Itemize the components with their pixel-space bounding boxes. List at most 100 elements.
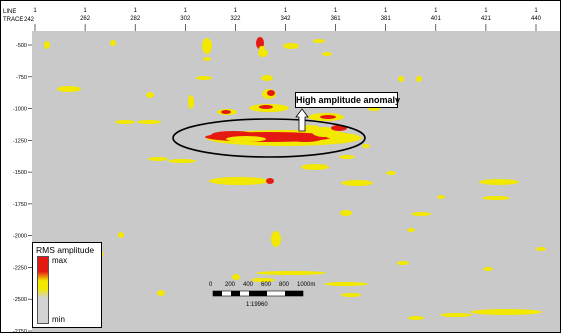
amplitude-patch — [188, 95, 194, 109]
amplitude-patch — [203, 57, 211, 61]
amplitude-patch — [324, 282, 368, 286]
amplitude-patch — [57, 86, 81, 92]
amplitude-patch — [320, 115, 336, 119]
amplitude-patch — [339, 155, 355, 159]
x-tick-line-label: 1 — [484, 8, 488, 14]
scale-bar: 0 200 400 600 800 1000m 1:19960 — [209, 282, 315, 308]
amplitude-patch — [168, 159, 196, 163]
amplitude-patch — [408, 316, 424, 320]
x-tick-line-label: 1 — [284, 8, 288, 14]
scale-tick-2: 400 — [243, 282, 254, 288]
scale-tick-5: 1000m — [297, 282, 315, 288]
amplitude-patch — [482, 196, 510, 200]
amplitude-patch — [301, 164, 329, 170]
y-axis-ticks: -500 -750 -1000 -1250 -1500 -1750 -2000 -2250 -2… — [13, 43, 32, 332]
y-tick-label: -1750 — [13, 202, 27, 208]
y-tick-label: -2750 — [13, 329, 27, 332]
x-tick-line-label: 1 — [334, 8, 338, 14]
amplitude-patch — [212, 178, 232, 184]
amplitude-patch — [266, 178, 274, 184]
x-tick-trace-label: 381 — [381, 16, 392, 22]
legend: RMS amplitude max min — [32, 242, 102, 328]
x-tick-line-label: 1 — [434, 8, 438, 14]
x-tick-trace-label: 401 — [431, 16, 442, 22]
legend-title: RMS amplitude — [36, 245, 95, 255]
amplitude-patch — [340, 210, 352, 216]
amplitude-patch — [411, 212, 431, 216]
x-tick-line-label: 1 — [384, 8, 388, 14]
amplitude-patch — [322, 52, 332, 56]
amplitude-patch — [148, 157, 168, 161]
amplitude-patch — [202, 38, 212, 54]
x-tick-trace-label: 302 — [180, 16, 191, 22]
amplitude-patch — [368, 107, 380, 111]
amplitude-patch — [259, 105, 273, 109]
amplitude-patch — [437, 195, 445, 199]
y-tick-label: -2250 — [13, 265, 27, 271]
amplitude-patch — [440, 313, 472, 317]
amplitude-patch — [397, 261, 409, 265]
amplitude-patch — [259, 46, 265, 50]
amplitude-patch — [325, 131, 345, 139]
amplitude-patch — [137, 120, 161, 124]
amplitude-patch — [251, 278, 275, 282]
x-tick-line-label: 1 — [83, 8, 87, 14]
amplitude-patch — [341, 180, 373, 186]
amplitude-patch — [256, 271, 326, 275]
scale-tick-0: 0 — [209, 282, 213, 288]
amplitude-patch — [470, 309, 542, 315]
amplitude-patch — [232, 274, 240, 280]
amplitude-patch — [386, 171, 396, 175]
amplitude-patch — [115, 120, 135, 124]
amplitude-patch — [341, 293, 361, 297]
amplitude-patch — [226, 136, 266, 142]
amplitude-patch — [313, 39, 325, 43]
legend-min-label: min — [52, 315, 65, 324]
amplitude-patch — [221, 110, 231, 114]
x-tick-line-label: 1 — [134, 8, 138, 14]
plot-background — [32, 31, 560, 332]
x-tick-line-label: 1 — [33, 8, 37, 14]
amplitude-patch — [483, 267, 493, 271]
x-tick-line-label: 1 — [184, 8, 188, 14]
amplitude-patch — [407, 228, 415, 232]
amplitude-patch — [196, 76, 212, 80]
y-tick-label: -1000 — [13, 107, 27, 113]
x-tick-trace-label: 282 — [130, 16, 141, 22]
x-tick-trace-label: 322 — [230, 16, 241, 22]
x-tick-trace-label: 440 — [531, 16, 542, 22]
amplitude-patch — [536, 247, 546, 251]
amplitude-patch — [479, 179, 519, 185]
amplitude-patch — [398, 76, 404, 82]
y-tick-label: -1500 — [13, 170, 27, 176]
amplitude-patch — [157, 290, 165, 296]
legend-colorbar — [37, 256, 49, 324]
x-tick-trace-label: 342 — [280, 16, 291, 22]
amplitude-patches — [44, 37, 546, 320]
x-tick-trace-label: 361 — [331, 16, 342, 22]
x-tick-trace-label: 262 — [80, 16, 91, 22]
scale-tick-4: 800 — [279, 282, 290, 288]
amplitude-patch — [258, 49, 268, 57]
amplitude-patch — [283, 43, 299, 49]
anomaly-ellipse — [172, 118, 366, 158]
annotation-label: High amplitude anomaly — [295, 92, 400, 108]
y-tick-label: -2500 — [13, 297, 27, 303]
amplitude-patch — [271, 231, 281, 247]
y-tick-label: -2000 — [13, 234, 27, 240]
x-tick-line-label: 1 — [234, 8, 238, 14]
scale-tick-3: 600 — [261, 282, 272, 288]
scale-ratio: 1:19960 — [246, 302, 268, 308]
amplitude-patch — [416, 76, 422, 82]
y-tick-label: -1250 — [13, 138, 27, 144]
amplitude-patch — [267, 90, 275, 96]
header-line-label: LINE — [3, 9, 16, 15]
amplitude-patch — [110, 40, 116, 46]
x-tick-line-label: 1 — [534, 8, 538, 14]
x-tick-trace-label: 421 — [481, 16, 492, 22]
amplitude-patch — [118, 232, 124, 238]
y-tick-label: -750 — [16, 75, 27, 81]
amplitude-patch — [261, 75, 273, 81]
